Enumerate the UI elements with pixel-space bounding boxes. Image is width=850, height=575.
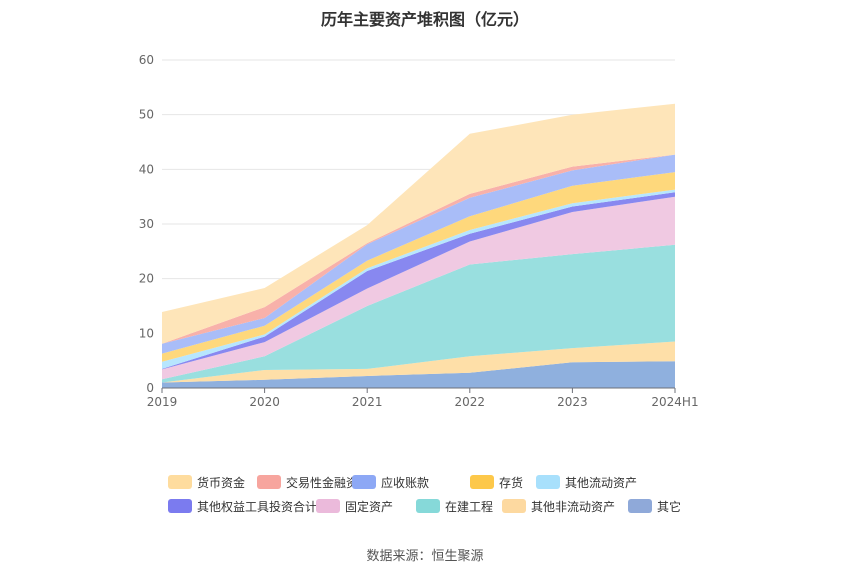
legend-swatch <box>168 475 192 489</box>
y-tick-label: 40 <box>139 162 154 176</box>
area-series-其他流动资产[interactable] <box>162 189 675 369</box>
x-tick-label: 2023 <box>557 395 588 409</box>
y-tick-label: 20 <box>139 272 154 286</box>
legend-item[interactable]: 其他权益工具投资合计 <box>168 498 317 514</box>
legend-label: 在建工程 <box>445 499 494 514</box>
area-series-固定资产[interactable] <box>162 196 675 380</box>
legend-swatch <box>502 499 526 513</box>
area-series-在建工程[interactable] <box>162 244 675 383</box>
y-tick-label: 30 <box>139 217 154 231</box>
x-tick-label: 2019 <box>147 395 178 409</box>
legend-label: 货币资金 <box>197 475 246 490</box>
y-tick-label: 10 <box>139 326 154 340</box>
x-tick-label: 2022 <box>455 395 486 409</box>
legend-label: 其他流动资产 <box>565 475 638 490</box>
legend-item[interactable]: 货币资金 <box>168 474 245 490</box>
area-series-存货[interactable] <box>162 172 675 362</box>
area-series-其他非流动资产[interactable] <box>162 341 675 383</box>
y-tick-label: 60 <box>139 53 154 67</box>
x-tick-label: 2024H1 <box>651 395 698 409</box>
y-tick-label: 0 <box>146 381 154 395</box>
stacked-area-chart: 0 10 20 30 40 50 60 2019 2020 2021 2022 2023 2024H1 <box>139 53 699 409</box>
legend-label: 其他权益工具投资合计 <box>197 499 318 514</box>
legend-swatch <box>352 475 376 489</box>
legend-item[interactable]: 其他非流动资产 <box>502 498 615 514</box>
area-series-应收账款[interactable] <box>162 154 675 354</box>
legend-item[interactable]: 固定资产 <box>316 498 393 514</box>
x-tick-label: 2021 <box>352 395 383 409</box>
y-tick-label: 50 <box>139 108 154 122</box>
legend-swatch <box>628 499 652 513</box>
legend-item[interactable]: 其他流动资产 <box>536 474 637 490</box>
legend-item[interactable]: 其它 <box>628 498 681 514</box>
area-series-货币资金[interactable] <box>162 103 675 344</box>
legend-item[interactable]: 存货 <box>470 474 523 490</box>
legend-item[interactable]: 在建工程 <box>416 498 493 514</box>
area-series-其它[interactable] <box>162 361 675 388</box>
area-series-交易性金融资产[interactable] <box>162 154 675 344</box>
legend-swatch <box>257 475 281 489</box>
legend-label: 应收账款 <box>381 475 430 490</box>
area-series <box>162 103 675 388</box>
legend-label: 交易性金融资产 <box>286 475 371 490</box>
legend-item[interactable]: 应收账款 <box>352 474 429 490</box>
legend-swatch <box>316 499 340 513</box>
legend-item[interactable]: 交易性金融资产 <box>257 474 370 490</box>
legend-swatch <box>536 475 560 489</box>
legend-swatch <box>416 499 440 513</box>
legend-label: 存货 <box>499 475 524 490</box>
area-series-其他权益工具投资合计[interactable] <box>162 192 675 370</box>
data-source: 数据来源：恒生聚源 <box>366 549 484 564</box>
legend-swatch <box>470 475 494 489</box>
legend-swatch <box>168 499 192 513</box>
axes: 0 10 20 30 40 50 60 2019 2020 2021 2022 2023 2024H1 <box>139 53 699 409</box>
legend-label: 固定资产 <box>345 499 394 514</box>
x-tick-label: 2020 <box>249 395 280 409</box>
chart-title: 历年主要资产堆积图（亿元） <box>320 10 529 29</box>
legend-label: 其它 <box>657 499 682 514</box>
legend-label: 其他非流动资产 <box>531 499 616 514</box>
